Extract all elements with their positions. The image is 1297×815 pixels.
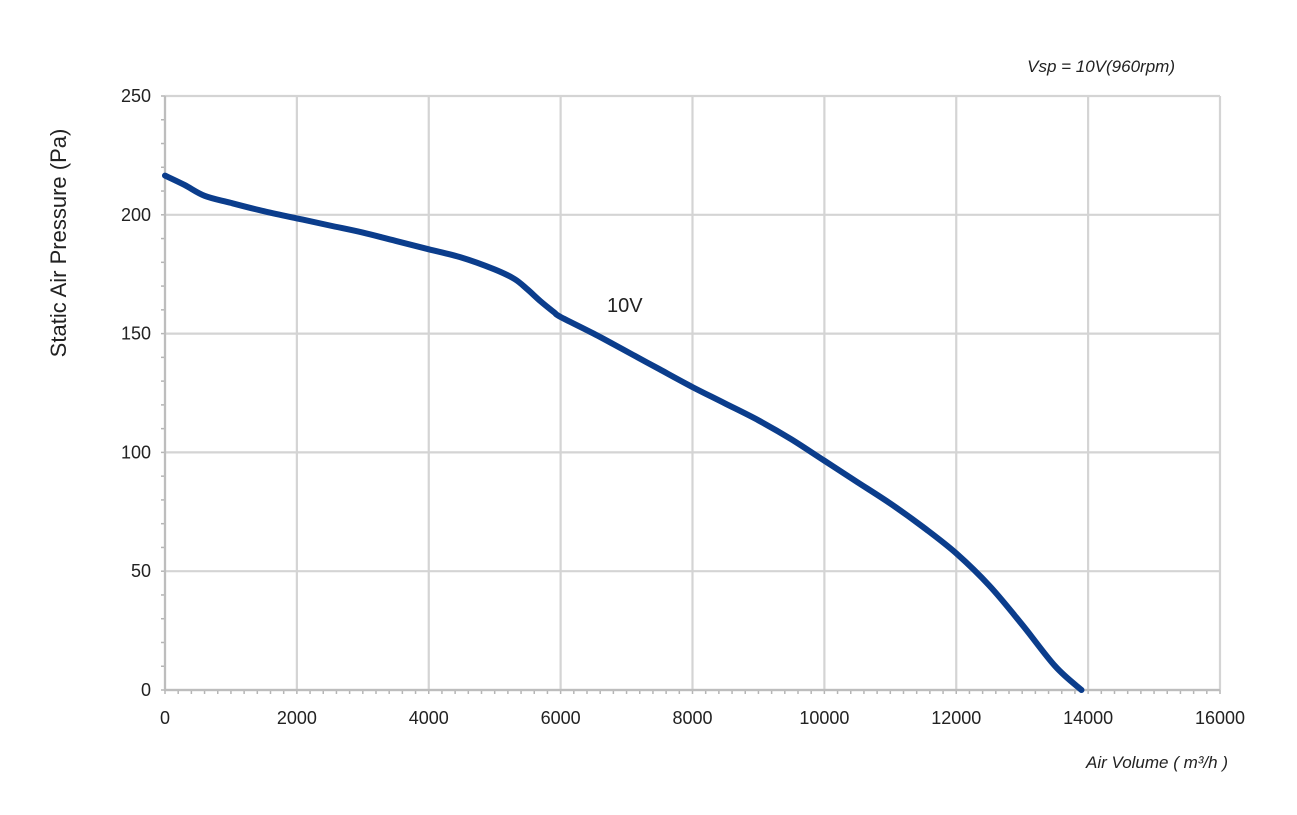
axes-layer — [163, 96, 1220, 692]
series-line-10v — [162, 172, 1085, 693]
y-axis-title: Static Air Pressure (Pa) — [46, 129, 71, 358]
minor-ticks-layer — [161, 95, 1221, 694]
x-tick-label-6: 12000 — [931, 708, 981, 728]
x-tick-label-4: 8000 — [672, 708, 712, 728]
grid-layer — [163, 94, 1222, 692]
x-tick-label-5: 10000 — [799, 708, 849, 728]
x-tick-label-8: 16000 — [1195, 708, 1245, 728]
y-tick-label-3: 150 — [121, 324, 151, 344]
x-tick-label-1: 2000 — [277, 708, 317, 728]
x-tick-label-3: 6000 — [541, 708, 581, 728]
x-tick-label-0: 0 — [160, 708, 170, 728]
y-tick-label-5: 250 — [121, 86, 151, 106]
x-tick-label-7: 14000 — [1063, 708, 1113, 728]
y-tick-label-0: 0 — [141, 680, 151, 700]
speed-annotation: Vsp = 10V(960rpm) — [1027, 57, 1175, 76]
x-tick-label-2: 4000 — [409, 708, 449, 728]
series-layer: 10V — [162, 172, 1085, 693]
series-label-10v: 10V — [607, 295, 643, 317]
tick-labels: 0 2000 4000 6000 8000 10000 12000 14000 16000 0 50… — [121, 86, 1245, 728]
y-tick-label-1: 50 — [131, 561, 151, 581]
y-tick-label-4: 200 — [121, 205, 151, 225]
x-axis-title: Air Volume ( m³/h ) — [1085, 753, 1228, 772]
y-tick-label-2: 100 — [121, 442, 151, 462]
